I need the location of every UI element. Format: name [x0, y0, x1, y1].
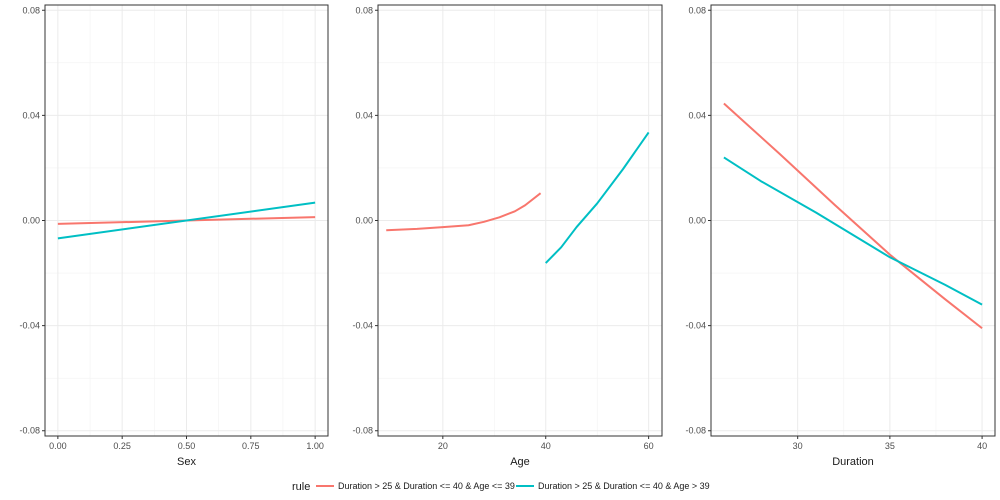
series-line-2 [723, 156, 983, 306]
y-tick-label: 0.08 [22, 5, 40, 15]
y-tick-label: 0.04 [355, 110, 373, 120]
legend-title: rule [292, 481, 310, 493]
x-axis-title: Duration [832, 456, 874, 468]
x-tick-label: 35 [885, 441, 895, 451]
series-line-2 [545, 131, 650, 264]
y-tick-label: 0.00 [355, 216, 373, 226]
panel-1: -0.08 -0.04 0.00 0.04 0.08 0.00 0.25 0.50 0.75 1.… [19, 4, 329, 468]
x-tick-label: 60 [644, 441, 654, 451]
y-tick-label: -0.08 [352, 426, 373, 436]
x-tick-label: 0.50 [178, 441, 196, 451]
y-tick-label: 0.04 [22, 110, 40, 120]
x-tick-label: 0.25 [113, 441, 131, 451]
panels: -0.08 -0.04 0.00 0.04 0.08 0.00 0.25 0.50 0.75 1.… [19, 4, 996, 468]
legend-label-1: Duration > 25 & Duration <= 40 & Age <= … [338, 481, 515, 491]
panel-2: -0.08 -0.04 0.00 0.04 0.08 20 40 60 Age [352, 4, 663, 468]
x-tick-label: 1.00 [306, 441, 324, 451]
y-tick-label: -0.08 [19, 426, 40, 436]
y-tick-label: 0.00 [688, 216, 706, 226]
panel-3: -0.08 -0.04 0.00 0.04 0.08 30 35 40 Duration [685, 4, 996, 468]
x-tick-label: 30 [793, 441, 803, 451]
y-tick-label: -0.04 [19, 321, 40, 331]
x-tick-label: 40 [541, 441, 551, 451]
x-tick-label: 0.00 [49, 441, 67, 451]
series-line-2 [57, 201, 316, 240]
series-line-1 [723, 102, 983, 330]
legend-label-2: Duration > 25 & Duration <= 40 & Age > 3… [538, 481, 710, 491]
legend: rule Duration > 25 & Duration <= 40 & Ag… [292, 481, 710, 493]
series-line-1 [386, 192, 542, 232]
x-axis-title: Sex [177, 456, 196, 468]
x-axis-title: Age [510, 456, 530, 468]
x-tick-label: 20 [438, 441, 448, 451]
y-tick-label: -0.08 [685, 426, 706, 436]
y-tick-label: 0.04 [688, 110, 706, 120]
x-tick-label: 0.75 [242, 441, 260, 451]
x-tick-label: 40 [977, 441, 987, 451]
y-tick-label: 0.08 [355, 5, 373, 15]
y-tick-label: 0.00 [22, 216, 40, 226]
y-tick-label: -0.04 [685, 321, 706, 331]
y-tick-label: 0.08 [688, 5, 706, 15]
y-tick-label: -0.04 [352, 321, 373, 331]
